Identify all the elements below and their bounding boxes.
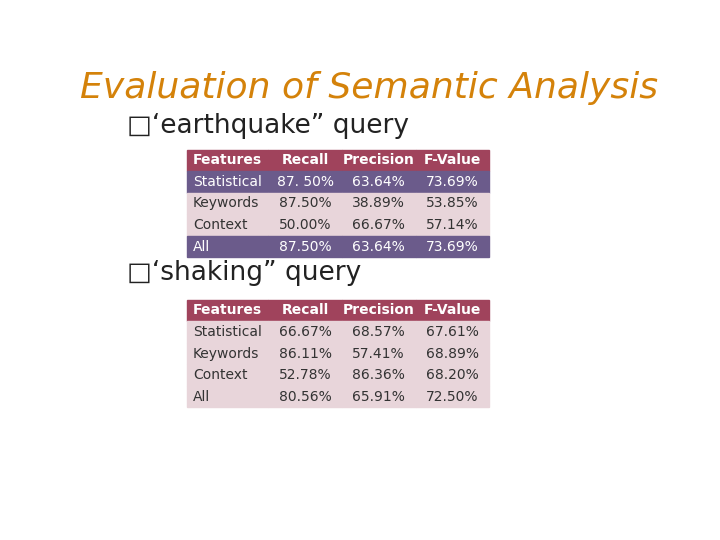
Text: 86.11%: 86.11% xyxy=(279,347,332,361)
Text: 87.50%: 87.50% xyxy=(279,197,331,211)
Bar xyxy=(415,150,489,171)
Bar xyxy=(269,171,342,193)
Text: 72.50%: 72.50% xyxy=(426,390,479,404)
Text: Keywords: Keywords xyxy=(193,197,259,211)
Text: 63.64%: 63.64% xyxy=(352,175,405,189)
Bar xyxy=(342,386,415,408)
Text: Features: Features xyxy=(193,153,262,167)
Bar xyxy=(187,321,269,343)
Text: Statistical: Statistical xyxy=(193,325,262,339)
Bar xyxy=(269,236,342,257)
Text: □‘shaking” query: □‘shaking” query xyxy=(127,260,361,286)
Text: Precision: Precision xyxy=(343,303,415,318)
Bar xyxy=(269,321,342,343)
Text: 53.85%: 53.85% xyxy=(426,197,479,211)
Bar xyxy=(269,150,342,171)
Bar xyxy=(415,214,489,236)
Bar xyxy=(342,150,415,171)
Text: Evaluation of Semantic Analysis: Evaluation of Semantic Analysis xyxy=(80,71,658,105)
Text: 80.56%: 80.56% xyxy=(279,390,331,404)
Text: 87.50%: 87.50% xyxy=(279,240,331,253)
Text: Recall: Recall xyxy=(282,303,329,318)
Bar xyxy=(187,236,269,257)
Text: 66.67%: 66.67% xyxy=(352,218,405,232)
Text: F-Value: F-Value xyxy=(423,153,481,167)
Bar xyxy=(342,300,415,321)
Text: 57.41%: 57.41% xyxy=(352,347,405,361)
Bar xyxy=(187,171,269,193)
Bar xyxy=(269,214,342,236)
Bar xyxy=(269,300,342,321)
Bar xyxy=(269,364,342,386)
Bar xyxy=(187,343,269,364)
Text: 38.89%: 38.89% xyxy=(352,197,405,211)
Text: 73.69%: 73.69% xyxy=(426,175,479,189)
Bar xyxy=(415,193,489,214)
Text: 68.89%: 68.89% xyxy=(426,347,479,361)
Text: Context: Context xyxy=(193,218,248,232)
Text: Features: Features xyxy=(193,303,262,318)
Text: 68.20%: 68.20% xyxy=(426,368,479,382)
Text: 52.78%: 52.78% xyxy=(279,368,331,382)
Bar xyxy=(342,236,415,257)
Text: Precision: Precision xyxy=(343,153,415,167)
Text: 50.00%: 50.00% xyxy=(279,218,331,232)
Text: 63.64%: 63.64% xyxy=(352,240,405,253)
Bar xyxy=(415,364,489,386)
Bar xyxy=(187,214,269,236)
Bar xyxy=(342,343,415,364)
Text: 57.14%: 57.14% xyxy=(426,218,479,232)
Bar xyxy=(269,343,342,364)
Text: Statistical: Statistical xyxy=(193,175,262,189)
Text: 86.36%: 86.36% xyxy=(352,368,405,382)
Bar xyxy=(269,386,342,408)
Bar xyxy=(415,171,489,193)
Text: Recall: Recall xyxy=(282,153,329,167)
Bar xyxy=(415,300,489,321)
Bar xyxy=(187,150,269,171)
Bar xyxy=(187,364,269,386)
Bar xyxy=(342,171,415,193)
Text: 68.57%: 68.57% xyxy=(352,325,405,339)
Bar xyxy=(187,193,269,214)
Bar xyxy=(187,386,269,408)
Bar xyxy=(269,193,342,214)
Text: 67.61%: 67.61% xyxy=(426,325,479,339)
Text: F-Value: F-Value xyxy=(423,303,481,318)
Bar xyxy=(415,321,489,343)
Bar xyxy=(342,321,415,343)
Bar xyxy=(415,343,489,364)
Bar xyxy=(415,386,489,408)
Text: 65.91%: 65.91% xyxy=(352,390,405,404)
Bar xyxy=(187,300,269,321)
Text: Context: Context xyxy=(193,368,248,382)
Text: All: All xyxy=(193,390,210,404)
Text: Keywords: Keywords xyxy=(193,347,259,361)
Text: □‘earthquake” query: □‘earthquake” query xyxy=(127,113,409,139)
Bar xyxy=(415,236,489,257)
Text: 87. 50%: 87. 50% xyxy=(276,175,333,189)
Bar xyxy=(342,214,415,236)
Bar xyxy=(342,193,415,214)
Text: All: All xyxy=(193,240,210,253)
Bar xyxy=(342,364,415,386)
Text: 73.69%: 73.69% xyxy=(426,240,479,253)
Text: 66.67%: 66.67% xyxy=(279,325,331,339)
